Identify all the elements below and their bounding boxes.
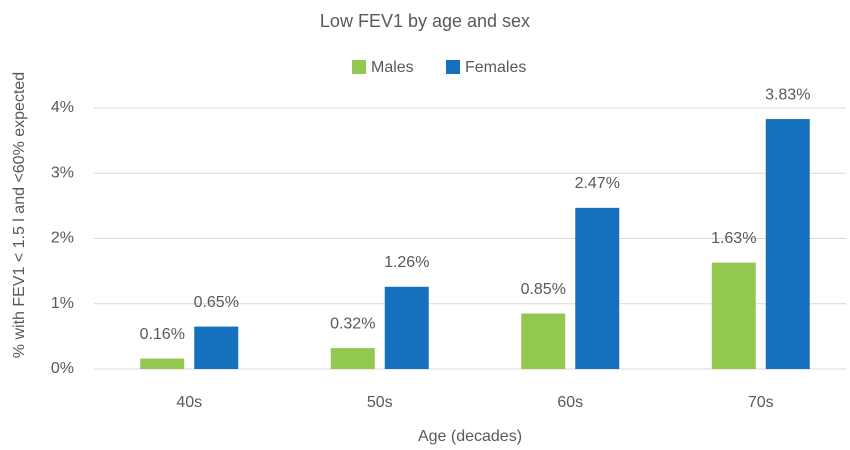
- bar: [330, 348, 375, 369]
- value-label: 3.83%: [765, 86, 810, 103]
- value-label: 1.26%: [384, 254, 429, 271]
- legend-label: Females: [465, 59, 526, 76]
- value-label: 0.65%: [194, 294, 239, 311]
- x-tick-label: 70s: [748, 394, 774, 411]
- value-label: 0.32%: [330, 315, 375, 332]
- value-label: 0.85%: [521, 281, 566, 298]
- bar: [384, 286, 429, 369]
- y-tick-label: 0%: [51, 360, 74, 377]
- chart-title: Low FEV1 by age and sex: [320, 11, 530, 31]
- y-axis-title: % with FEV1 < 1.5 l and <60% expected: [11, 72, 28, 358]
- bar: [711, 262, 756, 369]
- bar: [140, 358, 185, 369]
- legend-swatch: [352, 60, 366, 74]
- bar: [521, 313, 566, 369]
- legend-swatch: [446, 60, 460, 74]
- bar: [765, 119, 810, 369]
- value-label: 0.16%: [140, 326, 185, 343]
- legend-label: Males: [371, 59, 414, 76]
- y-tick-label: 3%: [51, 164, 74, 181]
- value-label: 1.63%: [711, 230, 756, 247]
- x-tick-label: 40s: [176, 394, 202, 411]
- bar: [575, 207, 620, 369]
- bar: [194, 326, 239, 369]
- x-tick-label: 50s: [367, 394, 393, 411]
- x-axis-title: Age (decades): [418, 428, 522, 445]
- x-tick-label: 60s: [557, 394, 583, 411]
- y-tick-label: 4%: [51, 99, 74, 116]
- y-tick-label: 1%: [51, 295, 74, 312]
- value-label: 2.47%: [575, 175, 620, 192]
- y-tick-label: 2%: [51, 230, 74, 247]
